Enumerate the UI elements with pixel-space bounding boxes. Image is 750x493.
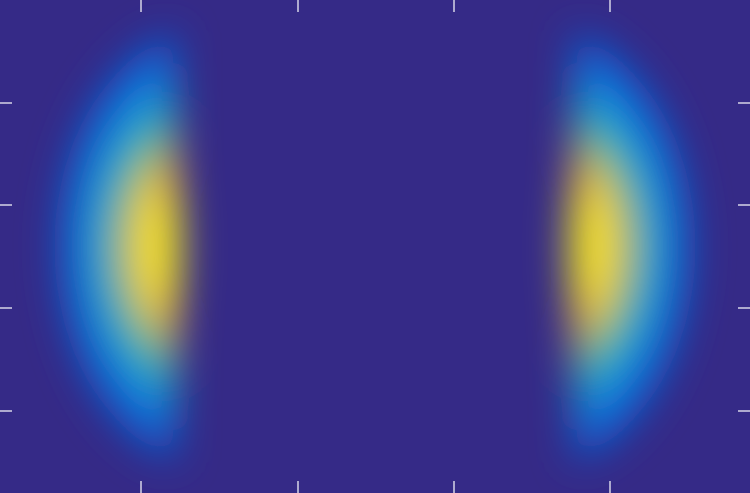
- right-crescent: [569, 31, 690, 462]
- left-crescent-band-7: [150, 187, 181, 306]
- left-crescent: [60, 31, 181, 462]
- heat-layer: [60, 31, 690, 462]
- right-crescent-band-7: [569, 187, 600, 306]
